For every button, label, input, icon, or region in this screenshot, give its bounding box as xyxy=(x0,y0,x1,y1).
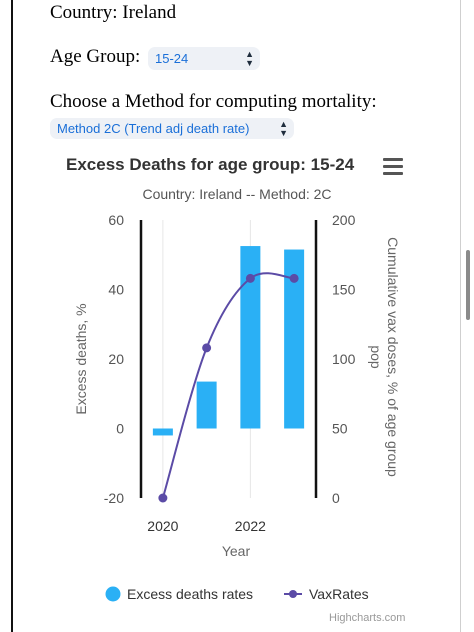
hamburger-menu-icon[interactable] xyxy=(383,158,403,175)
y-tick-label-right: 50 xyxy=(332,421,348,437)
legend-marker-excess-deaths xyxy=(105,586,121,602)
age-group-select[interactable]: 15-24 ▲ ▼ xyxy=(148,47,260,70)
chevron-up-down-icon: ▲ ▼ xyxy=(279,118,288,138)
point-vax-rates xyxy=(158,493,168,503)
x-tick-label: 2020 xyxy=(147,518,178,534)
y-tick-label-left: 0 xyxy=(116,421,124,437)
y-tick-label-left: 40 xyxy=(108,282,124,298)
line-vax-rates xyxy=(161,272,295,499)
chevron-up-down-icon: ▲ ▼ xyxy=(245,48,254,68)
bar-excess-deaths xyxy=(240,246,261,429)
country-text: Country: Ireland xyxy=(50,2,177,23)
chart-title: Excess Deaths for age group: 15-24 xyxy=(66,155,355,174)
page-frame-right xyxy=(460,0,461,632)
y-tick-label-left: -20 xyxy=(104,490,124,506)
point-vax-rates xyxy=(202,343,212,353)
x-axis-title: Year xyxy=(222,543,251,559)
age-group-label: Age Group: xyxy=(50,46,141,67)
bar-excess-deaths xyxy=(284,249,305,429)
age-group-value: 15-24 xyxy=(155,51,189,66)
chart-subtitle: Country: Ireland -- Method: 2C xyxy=(142,186,332,202)
highcharts-credits[interactable]: Highcharts.com xyxy=(329,612,406,624)
y-axis-title-left: Excess deaths, % xyxy=(73,303,89,414)
x-tick-label: 2022 xyxy=(235,518,266,534)
page-frame-left xyxy=(11,0,13,632)
y-tick-label-left: 20 xyxy=(108,351,124,367)
y-tick-label-left: 60 xyxy=(108,212,124,228)
method-label: Choose a Method for computing mortality: xyxy=(50,91,377,112)
legend-label-excess-deaths: Excess deaths rates xyxy=(127,586,253,602)
y-axis-title-right: Cumulative vax doses, % of age grouppop xyxy=(368,237,401,477)
legend-label-vax-rates: VaxRates xyxy=(309,586,369,602)
y-tick-label-right: 100 xyxy=(332,351,356,367)
legend-marker-vax-rates xyxy=(289,590,297,598)
point-vax-rates xyxy=(289,273,299,283)
method-value: Method 2C (Trend adj death rate) xyxy=(57,121,250,136)
point-vax-rates xyxy=(245,273,255,283)
y-tick-label-right: 150 xyxy=(332,282,356,298)
y-tick-label-right: 0 xyxy=(332,490,340,506)
scrollbar-thumb[interactable] xyxy=(466,250,470,320)
bar-excess-deaths xyxy=(196,381,217,429)
method-select[interactable]: Method 2C (Trend adj death rate) ▲ ▼ xyxy=(50,118,294,139)
bar-excess-deaths xyxy=(152,428,173,436)
y-tick-label-right: 200 xyxy=(332,212,356,228)
